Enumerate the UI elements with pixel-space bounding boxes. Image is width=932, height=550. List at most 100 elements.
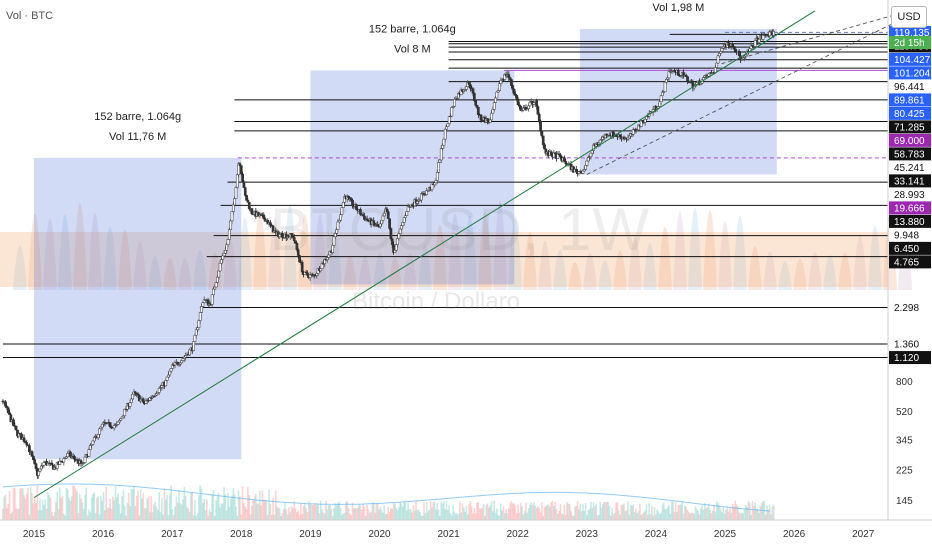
price-tag-71.285[interactable]: [889, 120, 931, 134]
volume-profile-arc: [628, 237, 642, 290]
range-box-3[interactable]: [579, 29, 777, 175]
volume-profile-arc: [448, 213, 462, 290]
candle-down: [563, 157, 566, 162]
price-tag-69.000[interactable]: [889, 133, 931, 147]
volume-bar: [742, 513, 744, 520]
volume-bar: [559, 504, 562, 520]
trendline-3[interactable]: [721, 13, 898, 65]
volume-bar: [135, 495, 138, 520]
price-tag-101.204[interactable]: [889, 66, 931, 80]
range-box-1[interactable]: [34, 157, 242, 460]
volume-bar: [505, 509, 507, 520]
price-tag-13.880[interactable]: [889, 214, 931, 228]
volume-profile-arc: [358, 256, 372, 290]
price-tag-28.993[interactable]: [889, 187, 931, 201]
candle-up: [522, 107, 525, 111]
volume-indicator-label[interactable]: Vol · BTC: [6, 10, 54, 22]
volume-bar: [417, 509, 420, 520]
volume-bar: [16, 508, 19, 520]
price-tag-4.765[interactable]: [889, 255, 931, 269]
volume-bar: [445, 500, 448, 520]
price-tag-89.861[interactable]: [889, 93, 931, 107]
candle-up: [584, 165, 587, 170]
volume-bar: [126, 502, 129, 520]
volume-bar: [727, 511, 730, 520]
price-tag-2.298[interactable]: [889, 300, 931, 314]
volume-bar: [677, 505, 680, 520]
volume-bar: [342, 513, 345, 520]
currency-button[interactable]: USD: [891, 6, 927, 28]
volume-bar: [273, 514, 276, 520]
price-tag-96.441[interactable]: [889, 79, 931, 93]
trendline-2[interactable]: [586, 20, 898, 175]
price-tag-58.783[interactable]: [889, 147, 931, 161]
price-tag-19.666[interactable]: [889, 201, 931, 215]
volume-bar: [178, 490, 180, 520]
price-tag-9.948[interactable]: [889, 228, 931, 242]
volume-bar: [286, 514, 289, 520]
volume-bar: [632, 504, 635, 520]
volume-bar: [123, 506, 126, 520]
volume-bar: [269, 504, 272, 520]
volume-profile-arc: [583, 252, 597, 290]
candle-up: [168, 370, 172, 376]
volume-bar: [2, 508, 4, 520]
candle-up: [160, 385, 164, 388]
volume-bar: [674, 502, 677, 520]
volume-bar: [568, 504, 571, 520]
volume-bar: [662, 502, 665, 520]
volume-bar: [204, 510, 207, 520]
volume-bar: [149, 512, 151, 520]
price-tag-119.135[interactable]: [889, 25, 931, 39]
volume-bar: [192, 514, 195, 520]
price-tag-33.141[interactable]: [889, 174, 931, 188]
volume-bar: [624, 510, 627, 520]
volume-profile-arc: [703, 210, 717, 290]
volume-bar: [335, 505, 338, 520]
volume-bar: [325, 500, 327, 520]
volume-bar: [477, 502, 480, 520]
volume-profile-arc: [343, 255, 357, 290]
volume-bar: [722, 507, 725, 520]
candle-down: [239, 165, 243, 175]
price-tag-1.120[interactable]: [889, 351, 931, 365]
candle-up: [144, 400, 148, 404]
price-axis[interactable]: 800520345225145119.135115.750104.427101.…: [889, 25, 931, 507]
price-tag-45.241[interactable]: [889, 160, 931, 174]
volume-bar: [108, 507, 110, 520]
volume-bar: [443, 500, 445, 520]
volume-bar: [424, 512, 427, 520]
price-tag-104.427[interactable]: [889, 52, 931, 66]
volume-bar: [31, 493, 33, 520]
volume-bar: [210, 511, 212, 520]
price-tag-80.425[interactable]: [889, 106, 931, 120]
range-box-2[interactable]: [310, 70, 515, 285]
volume-bar: [698, 514, 701, 520]
volume-bar: [407, 502, 409, 520]
candle-up: [719, 51, 723, 54]
volume-bar: [7, 503, 10, 520]
volume-bar: [621, 505, 624, 520]
volume-bar: [97, 496, 100, 520]
volume-bar: [207, 515, 209, 520]
volume-bar: [118, 504, 121, 520]
volume-bar: [20, 487, 23, 520]
price-tag-1.360[interactable]: [889, 337, 931, 351]
volume-bar: [462, 507, 465, 520]
volume-bar: [137, 490, 139, 520]
volume-bar: [224, 494, 227, 520]
trendline-1[interactable]: [33, 10, 816, 499]
candle-up: [658, 101, 662, 107]
volume-bar: [33, 496, 36, 520]
price-tag-6.450[interactable]: [889, 241, 931, 255]
volume-bar: [567, 503, 570, 520]
volume-bar: [362, 503, 364, 520]
volume-bar: [127, 492, 130, 520]
volume-bar: [402, 506, 404, 520]
volume-profile-background: [0, 201, 912, 290]
volume-bar: [302, 505, 305, 520]
volume-bar: [672, 501, 674, 520]
time-axis[interactable]: 2015 2016 2017 2018 2019 2020 2021 2022 2023 2024…: [23, 529, 875, 540]
volume-bar: [517, 504, 519, 520]
